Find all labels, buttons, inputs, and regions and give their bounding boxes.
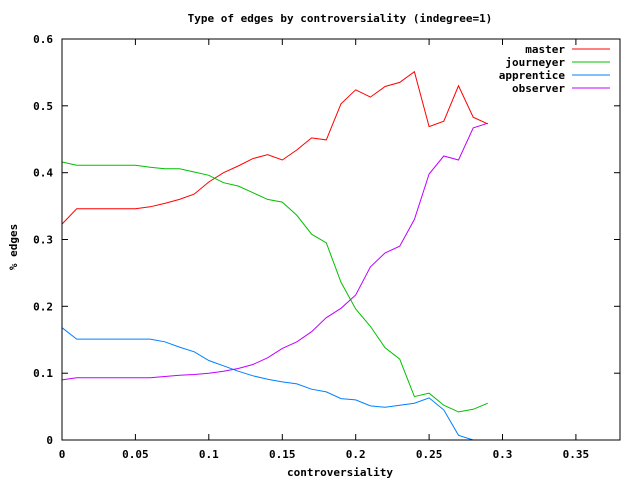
series-line-journeyer [61, 161, 488, 413]
series-line-master [61, 70, 489, 225]
x-axis-label: controversiality [287, 466, 393, 479]
legend-label-journeyer: journeyer [505, 56, 565, 69]
y-tick-label: 0.6 [33, 33, 53, 46]
series-line-observer [61, 122, 488, 381]
x-tick-label: 0.1 [199, 448, 219, 461]
legend-label-observer: observer [512, 82, 565, 95]
y-axis-label: % edges [7, 224, 20, 270]
x-tick-label: 0 [59, 448, 66, 461]
series-layer [61, 70, 489, 441]
x-tick-label: 0.35 [563, 448, 590, 461]
chart-title: Type of edges by controversiality (indeg… [188, 12, 493, 25]
legend-label-master: master [525, 43, 565, 56]
y-tick-label: 0.2 [33, 300, 53, 313]
y-tick-label: 0.1 [33, 367, 53, 380]
plot-frame [61, 38, 621, 441]
x-tick-label: 0.25 [416, 448, 443, 461]
y-tick-label: 0 [46, 434, 53, 447]
x-tick-label: 0.15 [269, 448, 296, 461]
x-tick-label: 0.05 [122, 448, 149, 461]
y-tick-label: 0.4 [33, 167, 53, 180]
legend-label-apprentice: apprentice [499, 69, 566, 82]
ticks-layer: 0 0.05 0.1 0.15 0.2 0.25 0.3 0.35 0 0.1 0.2 0.3 0.4 0… [33, 33, 620, 461]
y-tick-label: 0.3 [33, 234, 53, 247]
x-tick-label: 0.2 [346, 448, 366, 461]
series-line-apprentice [61, 327, 474, 441]
x-tick-label: 0.3 [493, 448, 513, 461]
y-tick-label: 0.5 [33, 100, 53, 113]
